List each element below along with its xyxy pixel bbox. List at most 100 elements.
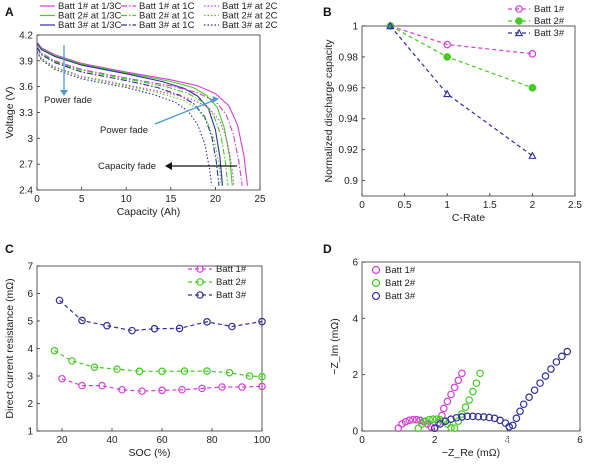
x-tick-label: 40 [106, 435, 118, 446]
x-tick-label: 100 [254, 435, 271, 446]
data-point [386, 21, 395, 30]
y-tick-label: 3.3 [19, 108, 33, 119]
x-tick-label: 0 [359, 435, 365, 446]
data-point [547, 365, 555, 373]
series-line [36, 51, 223, 186]
capacity-fade-arrowhead [165, 162, 172, 170]
y-tick-label: 0.9 [344, 176, 358, 187]
data-point [552, 358, 561, 366]
data-point [450, 424, 459, 432]
data-point [461, 403, 470, 411]
series-line [390, 25, 533, 89]
data-point [447, 390, 455, 399]
x-tick-label: 20 [210, 194, 222, 205]
y-axis-label: Direct current resistance (mΩ) [4, 278, 16, 418]
data-point [439, 404, 448, 413]
legend-label: Batt 2# [385, 278, 416, 289]
data-point [198, 384, 206, 393]
x-tick-label: 60 [156, 435, 168, 446]
x-tick-label: 1 [444, 200, 450, 211]
data-point [558, 352, 566, 361]
y-tick-label: 0 [352, 427, 358, 438]
data-point [563, 347, 572, 356]
legend-label: Batt 1# at 1C [139, 1, 195, 12]
data-point [447, 415, 455, 423]
data-point [158, 367, 166, 376]
legend-label: Batt 2# at 1/3C [58, 11, 122, 22]
data-point [68, 357, 76, 365]
data-point [371, 291, 381, 301]
panel-letter: D [323, 242, 332, 256]
series-line [59, 299, 263, 332]
data-point [103, 321, 111, 330]
data-point [469, 412, 477, 421]
x-tick-label: 15 [165, 194, 177, 205]
x-axis-label: −Z_Re (mΩ) [442, 447, 500, 459]
legend-label: Batt 2# at 1C [139, 11, 195, 22]
series-line [36, 41, 249, 186]
data-point [175, 324, 184, 333]
legend-label: Batt 1# [385, 265, 416, 276]
data-point [258, 382, 266, 391]
data-point [412, 415, 421, 424]
data-point [425, 415, 434, 424]
annotation-label: Power fade [100, 125, 148, 136]
series-line [36, 46, 229, 186]
data-point [516, 407, 524, 416]
x-axis-label: C-Rate [452, 212, 485, 224]
plot-frame [361, 25, 576, 197]
y-tick-label: 7 [27, 262, 33, 273]
legend-label: Batt 2# at 2C [222, 11, 278, 22]
data-point [409, 415, 417, 424]
legend-label: Batt 1# [216, 264, 247, 275]
panel-letter: B [323, 5, 332, 19]
series-line [36, 47, 220, 186]
y-tick-label: 0.98 [339, 52, 359, 63]
series-line [36, 50, 235, 186]
series-line [36, 51, 213, 186]
series-line [36, 45, 243, 186]
data-point [414, 424, 423, 432]
data-point [515, 17, 523, 25]
legend-label: Batt 1# [534, 4, 565, 15]
data-point [78, 316, 86, 325]
data-point [436, 415, 444, 424]
data-point [135, 367, 144, 376]
data-point [371, 265, 381, 275]
data-point [443, 89, 452, 98]
y-tick-label: 3 [27, 134, 33, 145]
data-point [98, 381, 106, 390]
y-tick-label: 4.2 [19, 31, 33, 42]
series-line [389, 25, 533, 157]
data-point [469, 387, 477, 396]
data-point [58, 374, 66, 383]
x-tick-label: 1.5 [483, 200, 497, 211]
y-tick-label: 6 [27, 289, 33, 300]
wechat-icon [462, 432, 478, 448]
data-point [485, 413, 493, 422]
data-point [452, 413, 461, 422]
y-tick-label: 0.94 [339, 114, 359, 125]
annotations: Power fade Power fade Capacity fade [44, 45, 237, 172]
legend-label: Batt 3# at 1/3C [58, 20, 122, 31]
legend-label: Batt 2# [216, 277, 247, 288]
y-tick-label: 0.92 [339, 145, 359, 156]
data-point [512, 414, 521, 423]
data-point [258, 372, 266, 381]
series-line [61, 378, 263, 392]
data-point [443, 53, 452, 61]
legend-label: Batt 3# [385, 291, 416, 302]
legend-label: Batt 3# [534, 28, 565, 39]
legend-label: Batt 1# at 2C [222, 1, 278, 12]
data-point [196, 278, 204, 286]
data-point [525, 393, 533, 402]
data-point [416, 416, 424, 425]
data-point [138, 387, 146, 395]
legend-label: Batt 1# at 1/3C [58, 1, 122, 12]
data-point [505, 422, 513, 431]
data-point [447, 423, 455, 432]
data-point [432, 415, 441, 423]
